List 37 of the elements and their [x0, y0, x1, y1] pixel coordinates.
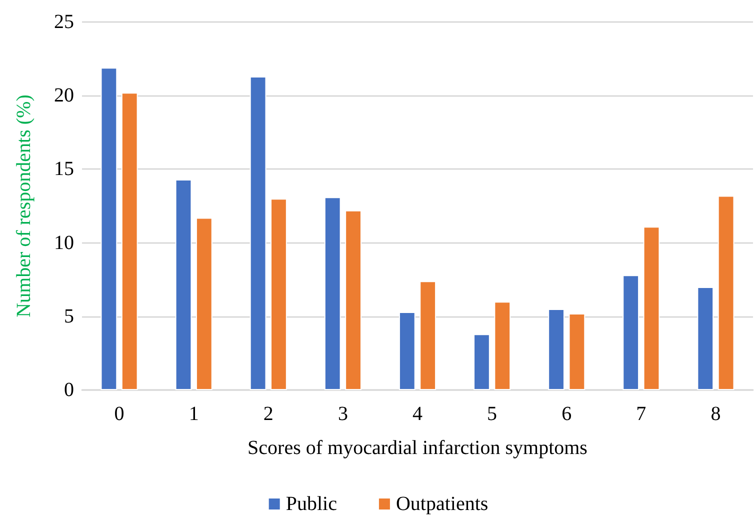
bar: [100, 68, 118, 390]
bar: [718, 196, 734, 390]
x-tick-label: 5: [487, 403, 498, 425]
bar: [622, 275, 640, 390]
bar: [270, 198, 287, 390]
bar: [494, 302, 511, 390]
y-tick-label: 15: [54, 158, 74, 180]
x-tick-label: 1: [188, 403, 199, 425]
legend-label: Public: [286, 493, 338, 515]
bar: [697, 286, 714, 390]
bar: [121, 92, 138, 390]
x-tick-label: 7: [636, 403, 646, 425]
x-axis-title: Scores of myocardial infarction symptoms: [248, 437, 588, 459]
bar: [643, 226, 660, 390]
bar: [568, 313, 586, 390]
x-tick-label: 0: [114, 403, 124, 425]
x-tick-label: 4: [412, 403, 422, 425]
y-tick-label: 20: [54, 84, 74, 107]
bar: [175, 180, 192, 390]
bar: [398, 312, 416, 390]
legend-label: Outpatients: [396, 493, 488, 515]
bar: [196, 218, 212, 390]
x-tick-label: 6: [562, 403, 572, 425]
y-tick-label: 10: [54, 232, 74, 254]
x-tick-label: 3: [338, 403, 348, 425]
bar: [474, 334, 490, 390]
y-axis-title: Number of respondents (%): [13, 94, 35, 318]
bar: [548, 309, 564, 390]
y-tick-label: 5: [64, 305, 74, 328]
bar: [345, 210, 362, 390]
x-tick-label: 2: [263, 403, 274, 425]
bar: [420, 281, 436, 390]
y-tick-label: 0: [64, 379, 74, 401]
x-tick-label: 8: [710, 403, 721, 425]
bar: [250, 76, 266, 390]
bar: [324, 197, 341, 390]
y-tick-label: 25: [54, 11, 74, 33]
